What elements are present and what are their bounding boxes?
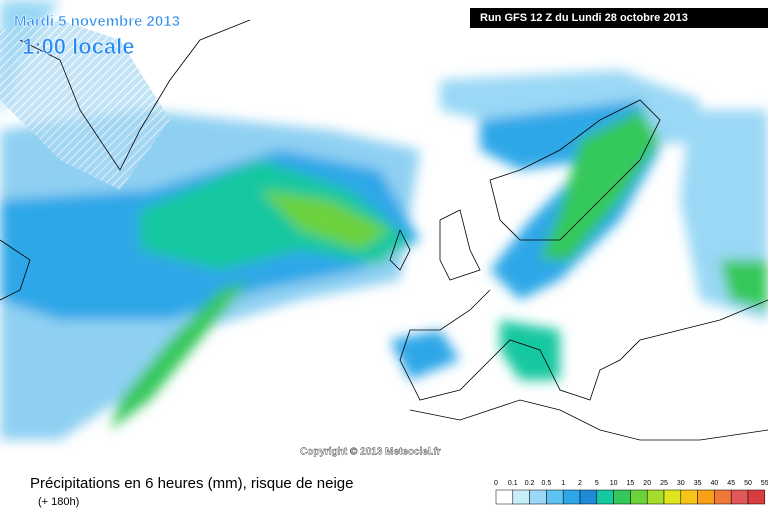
run: Run GFS 12 Z du Lundi 28 octobre 2013 <box>480 12 688 24</box>
date: Mardi 5 novembre 2013 <box>14 13 180 30</box>
swatch <box>562 489 581 505</box>
scale-label: 0.1 <box>508 480 518 487</box>
scale-label: 0.2 <box>525 480 535 487</box>
scale-label: 50 <box>744 480 752 487</box>
copyright: Copyright © 2013 Meteociel.fr <box>300 447 441 458</box>
scale-label: 20 <box>643 480 651 487</box>
scale-label: 35 <box>694 480 702 487</box>
swatch <box>730 489 749 505</box>
swatch <box>646 489 665 505</box>
swatch <box>546 489 564 505</box>
swatch <box>495 489 514 505</box>
swatch <box>680 489 698 505</box>
scale-label: 10 <box>610 480 618 487</box>
legend-lead: (+ 180h) <box>38 496 79 508</box>
scale-label: 55 <box>761 480 768 487</box>
swatch <box>596 489 614 505</box>
scale-label: 0.5 <box>542 480 552 487</box>
scale-label: 15 <box>627 480 635 487</box>
scale-label: 25 <box>660 480 668 487</box>
legend-title: Précipitations en 6 heures (mm), risque … <box>30 475 354 492</box>
swatch <box>579 489 598 505</box>
scale-label: 2 <box>578 480 582 487</box>
scale-label: 45 <box>727 480 735 487</box>
scale-label: 30 <box>677 480 685 487</box>
swatch <box>529 489 547 505</box>
swatch <box>613 489 631 505</box>
color-scale: 0 0.1 0.2 0.5 1 2 5 10 15 20 25 30 35 40 45 50 55 <box>494 480 768 505</box>
time: 1:00 locale <box>22 34 135 59</box>
scale-label: 0 <box>494 480 498 487</box>
scale-label: 5 <box>595 480 599 487</box>
scale-label: 40 <box>711 480 719 487</box>
swatch <box>697 489 715 505</box>
map <box>0 0 768 441</box>
swatch <box>747 489 766 505</box>
swatch <box>630 489 648 505</box>
run-box <box>470 8 768 28</box>
scale-label: 1 <box>561 480 565 487</box>
swatch <box>663 489 682 505</box>
swatch <box>512 489 530 505</box>
swatch <box>714 489 732 505</box>
